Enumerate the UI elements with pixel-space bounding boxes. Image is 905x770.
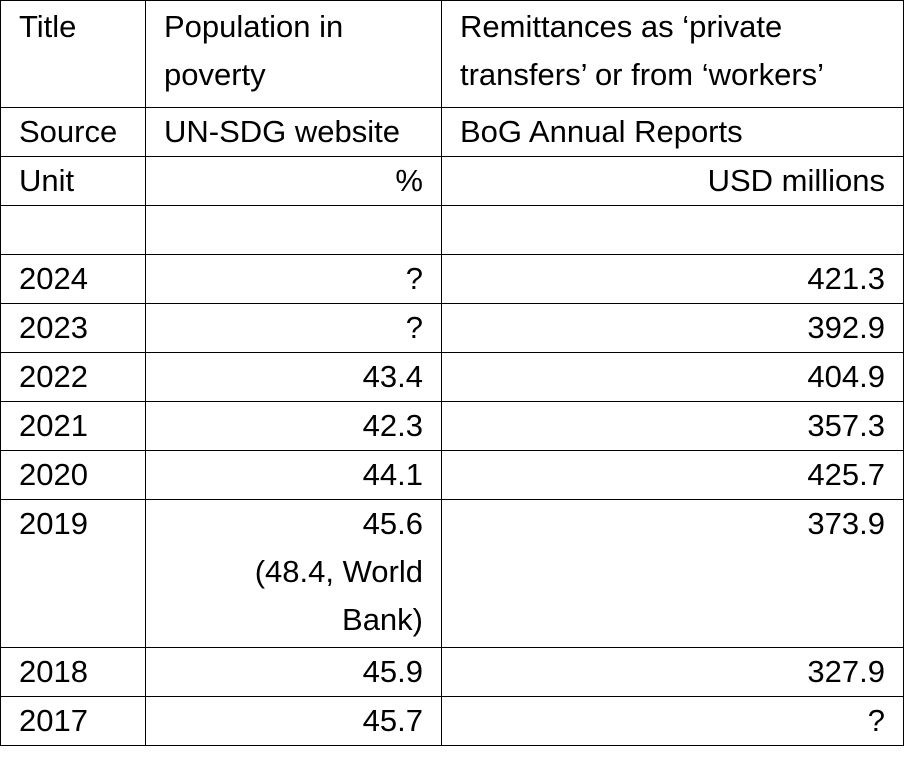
title-row: Title Population in poverty Remittances …: [0, 0, 904, 108]
title-label-cell: Title: [0, 0, 146, 108]
remittances-cell: 327.9: [441, 647, 904, 697]
unit-label-cell: Unit: [0, 156, 146, 206]
year-cell: 2024: [0, 254, 146, 304]
table-row: 2019 45.6 (48.4, World Bank) 373.9: [0, 499, 904, 648]
year-cell: 2020: [0, 450, 146, 500]
data-table: Title Population in poverty Remittances …: [0, 0, 904, 746]
poverty-cell: ?: [145, 254, 442, 304]
poverty-value: 45.6: [362, 506, 423, 541]
table-row: 2020 44.1 425.7: [0, 450, 904, 500]
year-cell: 2017: [0, 696, 146, 746]
poverty-cell: 42.3: [145, 401, 442, 451]
table-row: 2024 ? 421.3: [0, 254, 904, 304]
spacer-cell: [0, 205, 146, 255]
source-label-cell: Source: [0, 107, 146, 157]
remittances-cell: 357.3: [441, 401, 904, 451]
poverty-source-cell: UN-SDG website: [145, 107, 442, 157]
year-cell: 2021: [0, 401, 146, 451]
remittances-cell: 404.9: [441, 352, 904, 402]
remittances-cell: 373.9: [441, 499, 904, 648]
poverty-cell: 45.7: [145, 696, 442, 746]
remittances-cell: ?: [441, 696, 904, 746]
poverty-title-cell: Population in poverty: [145, 0, 442, 108]
table-row: 2017 45.7 ?: [0, 696, 904, 746]
poverty-cell-with-note: 45.6 (48.4, World Bank): [145, 499, 442, 648]
poverty-note: (48.4, World Bank): [254, 554, 423, 637]
poverty-cell: 44.1: [145, 450, 442, 500]
spacer-cell: [441, 205, 904, 255]
table-row: 2021 42.3 357.3: [0, 401, 904, 451]
spacer-cell: [145, 205, 442, 255]
year-cell: 2019: [0, 499, 146, 648]
poverty-unit-cell: %: [145, 156, 442, 206]
table-row: 2022 43.4 404.9: [0, 352, 904, 402]
year-cell: 2023: [0, 303, 146, 353]
poverty-cell: ?: [145, 303, 442, 353]
unit-row: Unit % USD millions: [0, 156, 904, 206]
poverty-cell: 45.9: [145, 647, 442, 697]
remittances-title-cell: Remittances as ‘private transfers’ or fr…: [441, 0, 904, 108]
remittances-unit-cell: USD millions: [441, 156, 904, 206]
table-row: 2023 ? 392.9: [0, 303, 904, 353]
remittances-source-cell: BoG Annual Reports: [441, 107, 904, 157]
year-cell: 2022: [0, 352, 146, 402]
table-row: 2018 45.9 327.9: [0, 647, 904, 697]
spacer-row: [0, 205, 904, 255]
source-row: Source UN-SDG website BoG Annual Reports: [0, 107, 904, 157]
remittances-cell: 392.9: [441, 303, 904, 353]
remittances-cell: 425.7: [441, 450, 904, 500]
remittances-cell: 421.3: [441, 254, 904, 304]
poverty-cell: 43.4: [145, 352, 442, 402]
year-cell: 2018: [0, 647, 146, 697]
